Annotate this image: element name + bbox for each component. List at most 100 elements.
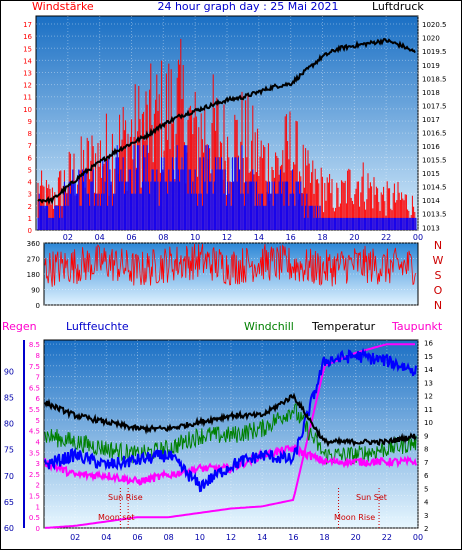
low-x-tick-label: 22 xyxy=(382,533,392,542)
header-center: 24 hour graph day : 25 Mai 2021 xyxy=(157,0,338,13)
top-left-tick-label: 14 xyxy=(23,57,32,65)
top-right-tick-label: 1018 xyxy=(422,89,440,97)
low-humidity-tick-label: 65 xyxy=(4,498,14,507)
low-rain-tick-label: 6.5 xyxy=(29,384,40,392)
low-x-tick-label: 08 xyxy=(164,533,174,542)
top-right-tick-label: 1013 xyxy=(422,224,440,232)
top-x-tick-label: 14 xyxy=(254,233,264,242)
mid-tick-label: 270 xyxy=(27,256,40,264)
low-rain-tick-label: 4 xyxy=(36,438,41,446)
low-humidity-tick-label: 90 xyxy=(4,367,14,376)
top-right-tick-label: 1019.5 xyxy=(422,48,447,56)
top-left-tick-label: 1 xyxy=(28,215,32,223)
top-left-tick-label: 0 xyxy=(28,227,32,235)
top-left-tick-label: 17 xyxy=(23,21,32,29)
compass-letter-0: N xyxy=(434,239,442,252)
low-rain-tick-label: 1 xyxy=(36,503,40,511)
header-right: Luftdruck xyxy=(372,0,424,13)
low-x-tick-label: 14 xyxy=(257,533,267,542)
compass-letter-1: W xyxy=(433,254,444,267)
top-left-tick-label: 16 xyxy=(23,33,32,41)
top-left-tick-label: 11 xyxy=(23,94,32,102)
top-left-tick-label: 5 xyxy=(28,166,32,174)
low-x-tick-label: 06 xyxy=(132,533,142,542)
low-temp-tick-label: 16 xyxy=(424,340,433,348)
low-x-tick-label: 10 xyxy=(195,533,205,542)
low-temp-tick-label: 12 xyxy=(424,393,433,401)
top-right-tick-label: 1015 xyxy=(422,170,440,178)
low-temp-tick-label: 5 xyxy=(424,485,428,493)
annotation-moon-set: Moon set xyxy=(98,513,135,522)
low-temp-tick-label: 14 xyxy=(424,366,433,374)
top-right-tick-label: 1020.5 xyxy=(422,21,447,29)
top-right-tick-label: 1017.5 xyxy=(422,102,447,110)
top-x-tick-label: 20 xyxy=(349,233,359,242)
low-temp-tick-label: 9 xyxy=(424,432,428,440)
low-temp-tick-label: 11 xyxy=(424,406,433,414)
top-right-tick-label: 1016 xyxy=(422,143,440,151)
mid-tick-label: 90 xyxy=(31,287,40,295)
mid-axes: 0 90 180 270 360 xyxy=(27,240,40,310)
low-series xyxy=(44,343,417,529)
low-x-tick-label: 02 xyxy=(70,533,80,542)
low-rain-tick-label: 4.5 xyxy=(29,428,40,436)
top-right-tick-label: 1014 xyxy=(422,197,440,205)
compass-letter-4: N xyxy=(434,299,442,312)
pressure-line xyxy=(37,38,416,206)
low-x-tick-label: 00 xyxy=(413,533,423,542)
low-rain-tick-label: 0.5 xyxy=(29,514,40,522)
annotation-sun-set: Sun Set xyxy=(356,493,387,502)
low-temp-tick-label: 8 xyxy=(424,446,428,454)
legend-temperatur: Temperatur xyxy=(311,320,376,333)
top-left-tick-label: 2 xyxy=(28,203,32,211)
top-axes: 0123456789101112131415161710131013.51014… xyxy=(23,21,446,242)
top-left-tick-label: 7 xyxy=(28,142,32,150)
low-rain-tick-label: 3 xyxy=(36,460,40,468)
legend-luftfeuchte: Luftfeuchte xyxy=(66,320,129,333)
top-x-tick-label: 06 xyxy=(126,233,136,242)
top-left-tick-label: 3 xyxy=(28,191,32,199)
dewpoint-line xyxy=(44,443,417,486)
top-right-tick-label: 1017 xyxy=(422,116,440,124)
low-temp-tick-label: 4 xyxy=(424,499,429,507)
top-left-tick-label: 6 xyxy=(28,154,33,162)
top-right-tick-label: 1016.5 xyxy=(422,129,447,137)
low-rain-tick-label: 2.5 xyxy=(29,471,40,479)
annotation-moon-rise: Moon Rise xyxy=(334,513,375,522)
low-x-tick-label: 16 xyxy=(288,533,298,542)
low-x-tick-label: 18 xyxy=(319,533,329,542)
top-right-tick-label: 1019 xyxy=(422,62,440,70)
rain-line xyxy=(44,343,415,529)
top-right-tick-label: 1018.5 xyxy=(422,75,447,83)
top-x-tick-label: 22 xyxy=(381,233,391,242)
top-right-tick-label: 1020 xyxy=(422,35,440,43)
wind-direction-line xyxy=(44,243,417,287)
low-humidity-tick-label: 60 xyxy=(4,524,14,533)
top-x-tick-label: 18 xyxy=(317,233,327,242)
top-left-tick-label: 13 xyxy=(23,70,32,78)
low-rain-tick-label: 5.5 xyxy=(29,406,40,414)
low-rain-tick-label: 6 xyxy=(36,395,41,403)
low-panel xyxy=(43,339,419,529)
low-temp-tick-label: 2 xyxy=(424,525,428,533)
low-temp-tick-label: 13 xyxy=(424,379,433,387)
low-temp-tick-label: 6 xyxy=(424,472,429,480)
mid-tick-label: 360 xyxy=(27,240,40,248)
low-humidity-tick-label: 80 xyxy=(4,420,14,429)
low-humidity-tick-label: 85 xyxy=(4,393,14,402)
low-rain-tick-label: 2 xyxy=(36,482,40,490)
temperature-line xyxy=(44,392,417,448)
mid-tick-label: 0 xyxy=(36,302,40,310)
low-axes: 00.511.522.533.544.555.566.577.588.56065… xyxy=(4,340,434,542)
legend-taupunkt: Taupunkt xyxy=(391,320,443,333)
low-temp-tick-label: 10 xyxy=(424,419,433,427)
low-rain-tick-label: 8 xyxy=(36,352,40,360)
low-temp-tick-label: 3 xyxy=(424,512,428,520)
low-rain-tick-label: 3.5 xyxy=(29,449,40,457)
low-rain-tick-label: 1.5 xyxy=(29,493,40,501)
top-x-tick-label: 02 xyxy=(63,233,73,242)
low-rain-tick-label: 8.5 xyxy=(29,341,40,349)
top-right-tick-label: 1014.5 xyxy=(422,184,447,192)
